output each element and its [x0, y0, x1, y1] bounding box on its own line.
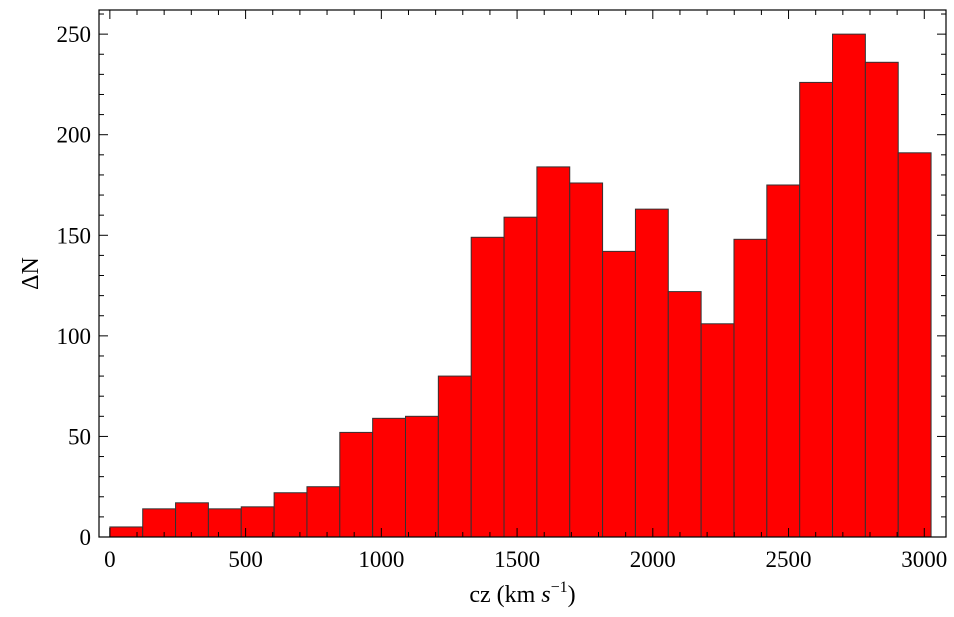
histogram-bar — [175, 502, 209, 538]
histogram-bar — [339, 431, 374, 538]
histogram-bar — [207, 508, 242, 538]
histogram-bar — [799, 81, 834, 538]
x-tick-label: 0 — [104, 547, 116, 572]
x-tick-label: 1500 — [494, 547, 540, 572]
y-tick-label: 100 — [57, 324, 92, 349]
histogram-bar — [372, 417, 406, 538]
histogram-bar — [142, 508, 177, 538]
bars-group — [109, 33, 932, 538]
y-tick-label: 200 — [57, 123, 92, 148]
ticks-group — [99, 10, 946, 538]
x-tick-label: 2500 — [766, 547, 812, 572]
histogram-bar — [273, 492, 308, 538]
histogram-bar — [766, 184, 801, 538]
x-tick-label: 500 — [228, 547, 263, 572]
y-tick-label: 0 — [80, 525, 92, 550]
x-tick-label: 1000 — [358, 547, 404, 572]
histogram-bar — [404, 415, 439, 538]
histogram-bar — [864, 61, 899, 538]
histogram-bar — [306, 486, 341, 538]
x-axis-label-main: cz (km — [469, 582, 541, 608]
histogram-bar — [437, 375, 472, 538]
x-axis-label-exponent: −1 — [551, 579, 568, 596]
histogram-bar — [240, 506, 275, 538]
histogram-bar — [569, 182, 604, 538]
plot-frame — [98, 9, 947, 538]
histogram-bar — [602, 250, 636, 538]
x-tick-label: 3000 — [901, 547, 947, 572]
histogram-bar — [470, 236, 505, 538]
histogram-bar — [503, 216, 538, 538]
x-tick-label: 2000 — [630, 547, 676, 572]
tick-labels-group: 0 500 1000 1500 2000 2500 3000 0 50 100 150 200 250 — [57, 22, 948, 572]
x-axis-label-unit: s — [541, 582, 550, 608]
histogram-bar — [832, 33, 866, 538]
histogram-bar — [536, 166, 571, 538]
histogram-bar — [733, 238, 768, 538]
y-axis-label: ΔN — [18, 257, 44, 290]
histogram-bar — [667, 291, 702, 538]
y-tick-label: 50 — [68, 424, 91, 449]
y-tick-label: 150 — [57, 223, 92, 248]
y-tick-label: 250 — [57, 22, 92, 47]
histogram-bar — [634, 208, 669, 538]
x-axis-label-close: ) — [568, 582, 576, 608]
histogram-bar — [109, 526, 144, 538]
x-axis-label: cz (km s−1) — [469, 579, 575, 608]
histogram-bar — [897, 152, 932, 538]
histogram-bar — [700, 323, 735, 538]
